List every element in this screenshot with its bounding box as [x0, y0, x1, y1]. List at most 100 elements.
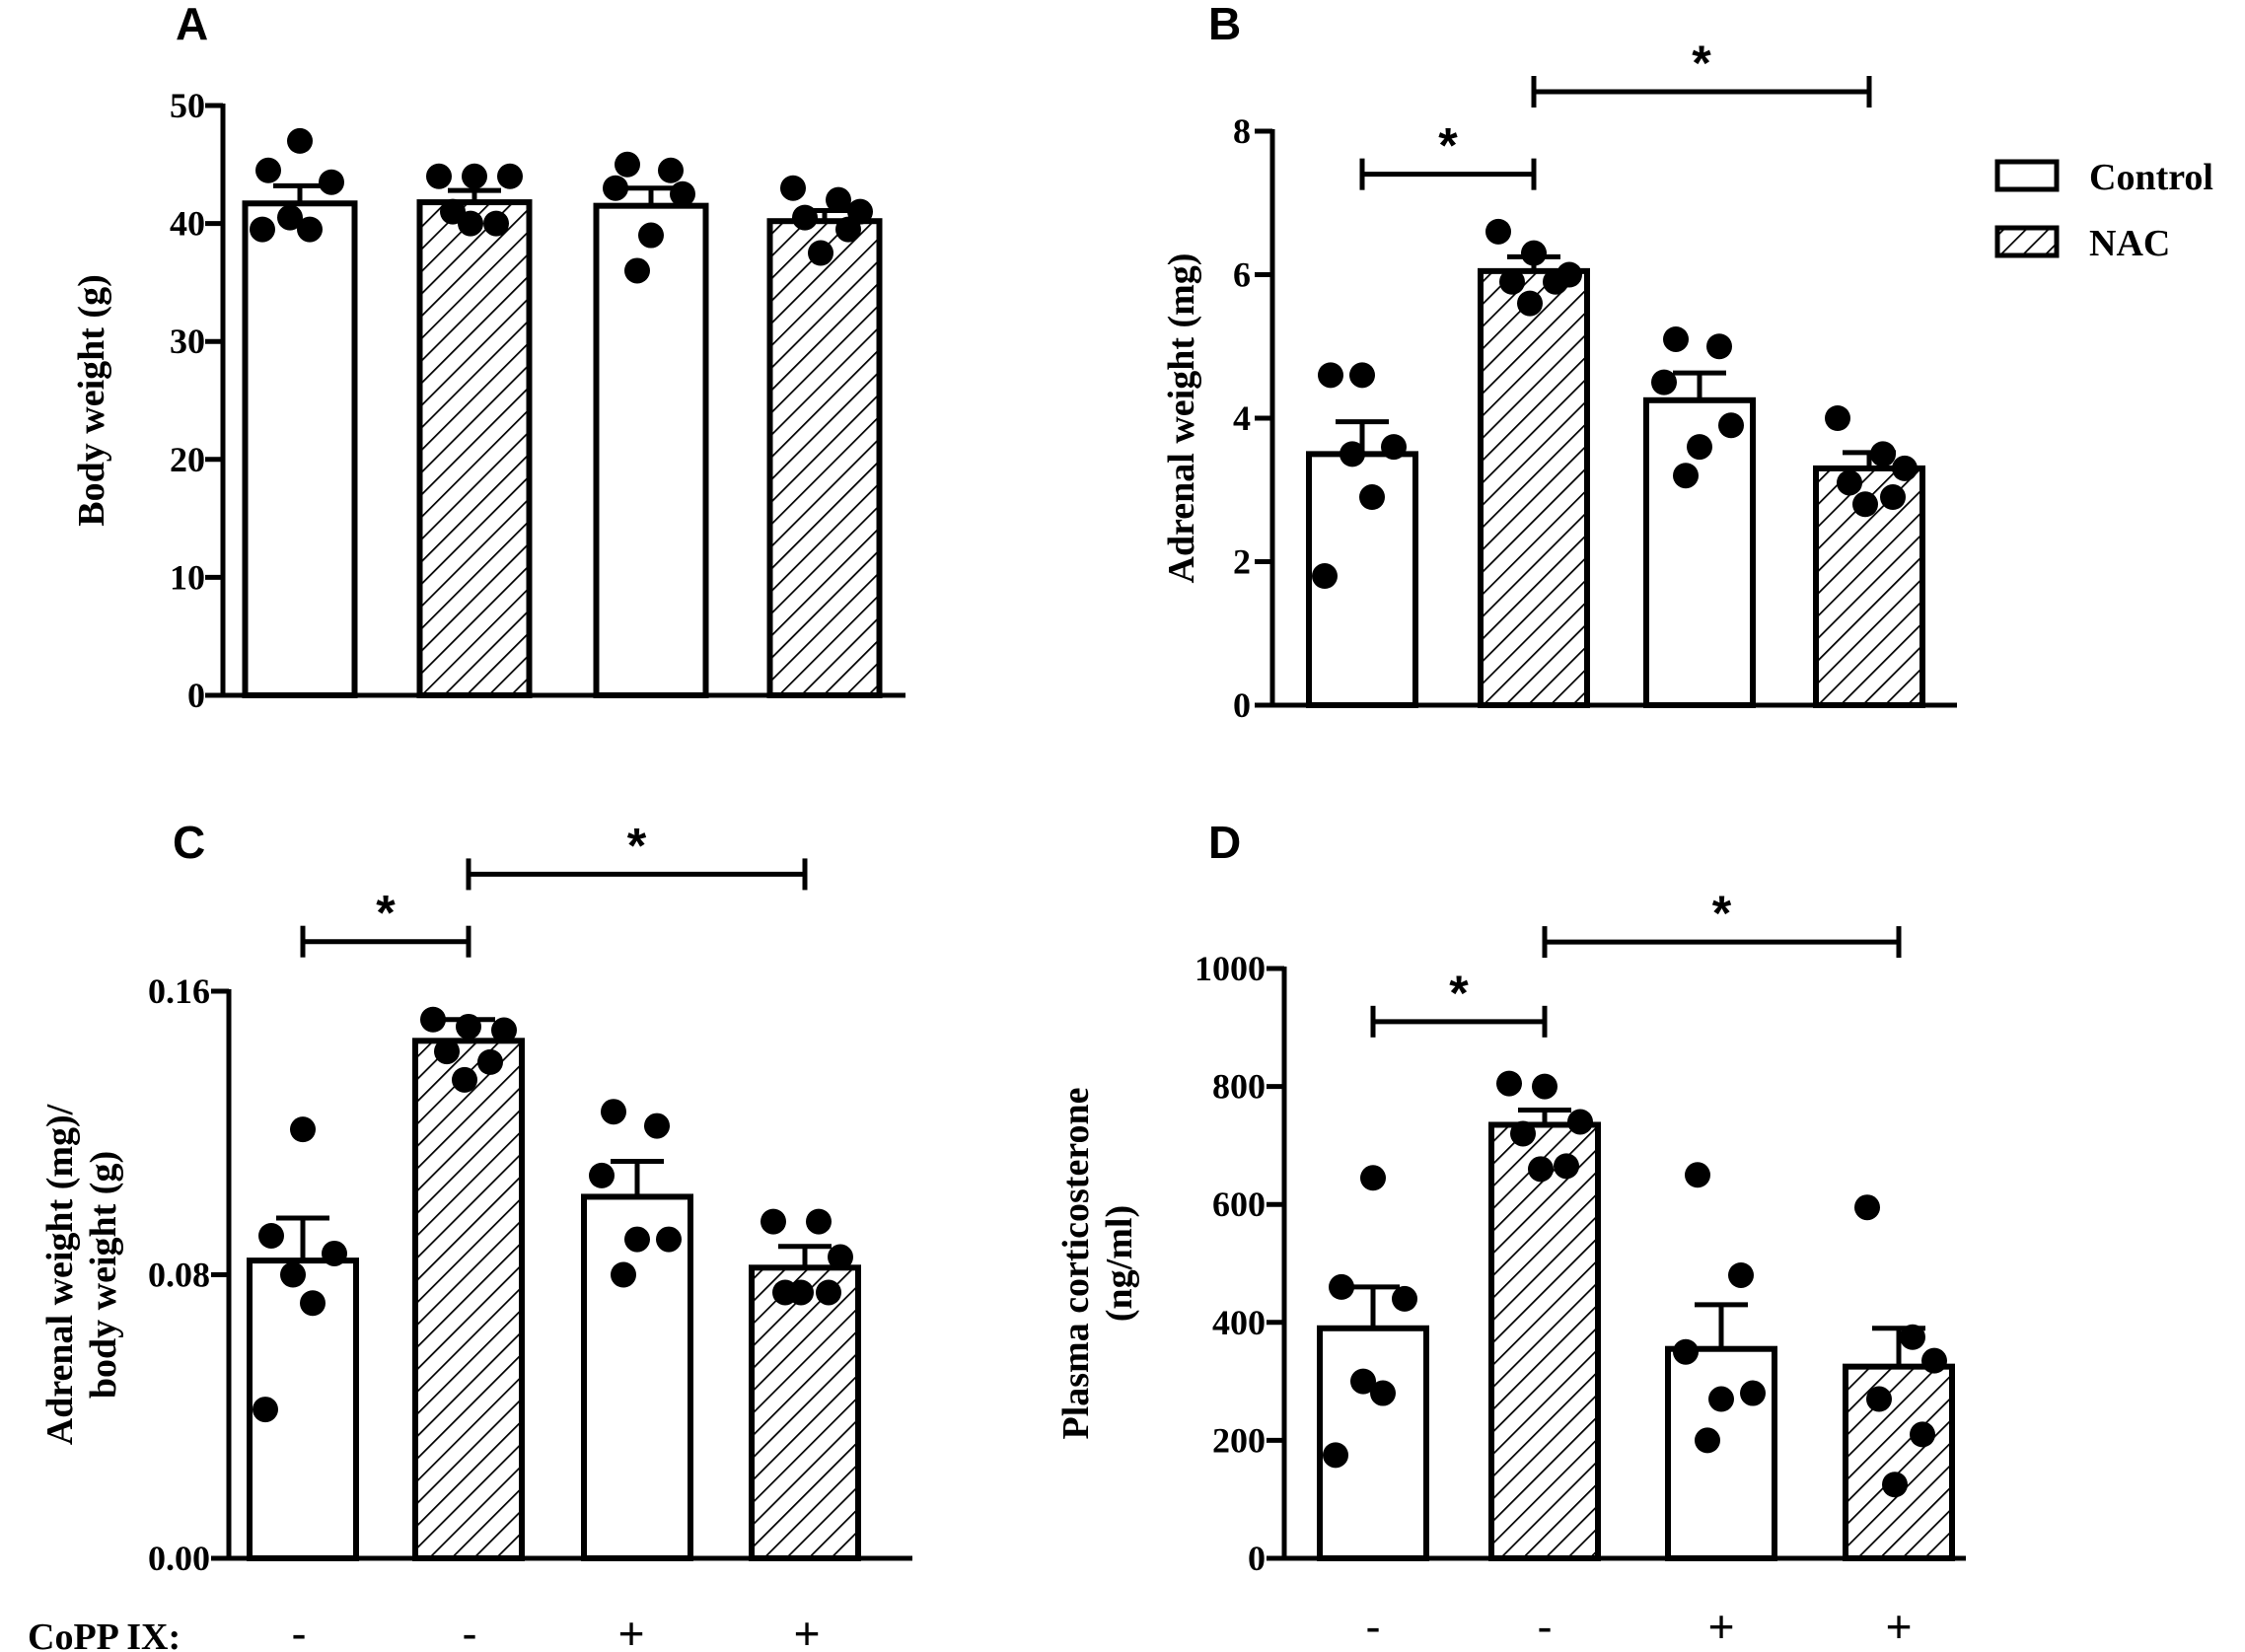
panel-a-bar-4 [766, 218, 883, 698]
panel-c-point [644, 1113, 670, 1139]
panel-c-bar-3 [581, 1193, 693, 1561]
panel-d-point [1673, 1338, 1699, 1365]
panel-b-point [1706, 333, 1732, 360]
panel-d-sig-star-2: * [1712, 886, 1732, 941]
panel-d-bar-2 [1488, 1121, 1601, 1561]
panel-b-point [1485, 218, 1511, 245]
panel-letter-d: D [1208, 817, 1241, 868]
panel-c-point [816, 1279, 841, 1306]
panel-c-point [280, 1261, 306, 1288]
panel-c-point [611, 1261, 636, 1288]
panel-b-point [1892, 455, 1918, 481]
copp-sign-c-4: + [794, 1608, 821, 1652]
copp-sign-d-1: - [1365, 1601, 1380, 1652]
copp-sign-d-4: + [1886, 1601, 1913, 1652]
panel-a-point [458, 210, 483, 237]
panel-a-y-tick-label: 10 [170, 557, 205, 597]
panel-d-point [1350, 1368, 1376, 1395]
panel-d-y-tick-label: 1000 [1195, 949, 1266, 988]
panel-a-point [658, 157, 684, 183]
panel-d-point [1740, 1380, 1766, 1406]
panel-a-bar-3 [593, 202, 709, 698]
panel-a-point [297, 216, 323, 243]
panel-c-y-tick-label: 0.00 [148, 1539, 210, 1578]
panel-d-point [1360, 1165, 1386, 1191]
panel-c-adrenal-ratio: 0.00 0.08 0.16 Adrenal weight (mg)/body wei… [39, 818, 912, 1578]
panel-c-point [788, 1279, 814, 1306]
panel-a-point [250, 216, 275, 243]
panel-b-point [1687, 434, 1712, 461]
panel-a-point [319, 169, 344, 195]
panel-d-point [1392, 1285, 1417, 1312]
panel-d-corticosterone: 0 200 400 600 800 1000 Plasma corticosterone (n… [1055, 886, 1966, 1578]
panel-d-y-tick-label: 0 [1248, 1539, 1266, 1578]
panel-b-point [1517, 290, 1543, 317]
panel-a-point [780, 175, 806, 201]
panel-d-point [1510, 1120, 1536, 1147]
copp-row: CoPP IX: - - + + - - + + [28, 1601, 1912, 1652]
legend-nac-swatch [1994, 225, 2060, 258]
panel-b-point [1499, 268, 1525, 295]
panel-c-point [258, 1222, 284, 1249]
panel-d-point [1921, 1347, 1947, 1374]
panel-a-point [426, 163, 452, 189]
panel-d-point [1910, 1421, 1935, 1448]
panel-a-bar-2 [416, 199, 533, 699]
panel-a-point [497, 163, 523, 189]
panel-b-point [1349, 362, 1375, 389]
panel-c-point [624, 1226, 650, 1253]
panel-b-point [1521, 240, 1547, 266]
panel-c-point [290, 1116, 316, 1143]
panel-c-point [253, 1397, 278, 1423]
panel-c-bar-4 [749, 1264, 861, 1561]
panel-d-bar-3 [1665, 1345, 1777, 1561]
panel-d-point [1708, 1386, 1734, 1412]
panel-a-y-tick-label: 30 [170, 322, 205, 361]
panel-c-sig-star-1: * [376, 886, 396, 941]
panel-b-point [1381, 434, 1407, 461]
panel-d-point [1329, 1273, 1354, 1300]
panel-d-point [1323, 1442, 1348, 1469]
panel-b-point [1340, 441, 1365, 467]
panel-letter-c: C [173, 817, 205, 868]
panel-a-point [255, 157, 281, 183]
panel-d-point [1496, 1070, 1522, 1097]
panel-a-point [826, 186, 851, 213]
copp-row-label: CoPP IX: [28, 1616, 181, 1652]
panel-a-bar-1 [242, 200, 358, 698]
copp-sign-d-2: - [1537, 1601, 1552, 1652]
copp-sign-c-1: - [291, 1608, 306, 1652]
panel-a-point [277, 204, 303, 231]
panel-d-point [1728, 1261, 1754, 1288]
panel-b-point [1312, 563, 1338, 590]
panel-c-point [491, 1017, 517, 1043]
legend-nac-label: NAC [2089, 223, 2170, 264]
panel-d-point [1685, 1162, 1710, 1188]
panel-c-y-axis-title: Adrenal weight (mg)/ [39, 1104, 81, 1445]
panel-d-point [1567, 1109, 1593, 1135]
panel-letter-b: B [1208, 0, 1241, 49]
legend-control-swatch [1994, 159, 2060, 192]
panel-c-point [434, 1039, 460, 1065]
panel-d-y-tick-label: 600 [1212, 1185, 1266, 1224]
panel-b-y-tick-label: 2 [1233, 542, 1251, 582]
panel-d-y-tick-label: 800 [1212, 1067, 1266, 1107]
panel-d-point [1866, 1386, 1892, 1412]
panel-c-point [656, 1226, 682, 1253]
panel-b-point [1318, 362, 1343, 389]
panel-c-point [601, 1099, 626, 1125]
panel-a-point [638, 222, 664, 249]
panel-b-point [1880, 484, 1906, 511]
panel-d-y-axis-title: Plasma corticosterone [1055, 1087, 1097, 1439]
legend-control-label: Control [2089, 157, 2213, 198]
panel-a-point [462, 163, 487, 189]
panel-c-point [420, 1006, 446, 1033]
legend: Control NAC [1994, 157, 2213, 264]
panel-c-bar-2 [412, 1038, 525, 1561]
panel-c-y-tick-label: 0.08 [148, 1256, 210, 1295]
panel-c-point [322, 1240, 347, 1266]
panel-a-y-tick-label: 50 [170, 86, 205, 125]
panel-d-point [1554, 1153, 1579, 1180]
panel-a-y-tick-label: 40 [170, 204, 205, 244]
panel-a-point [670, 180, 695, 207]
